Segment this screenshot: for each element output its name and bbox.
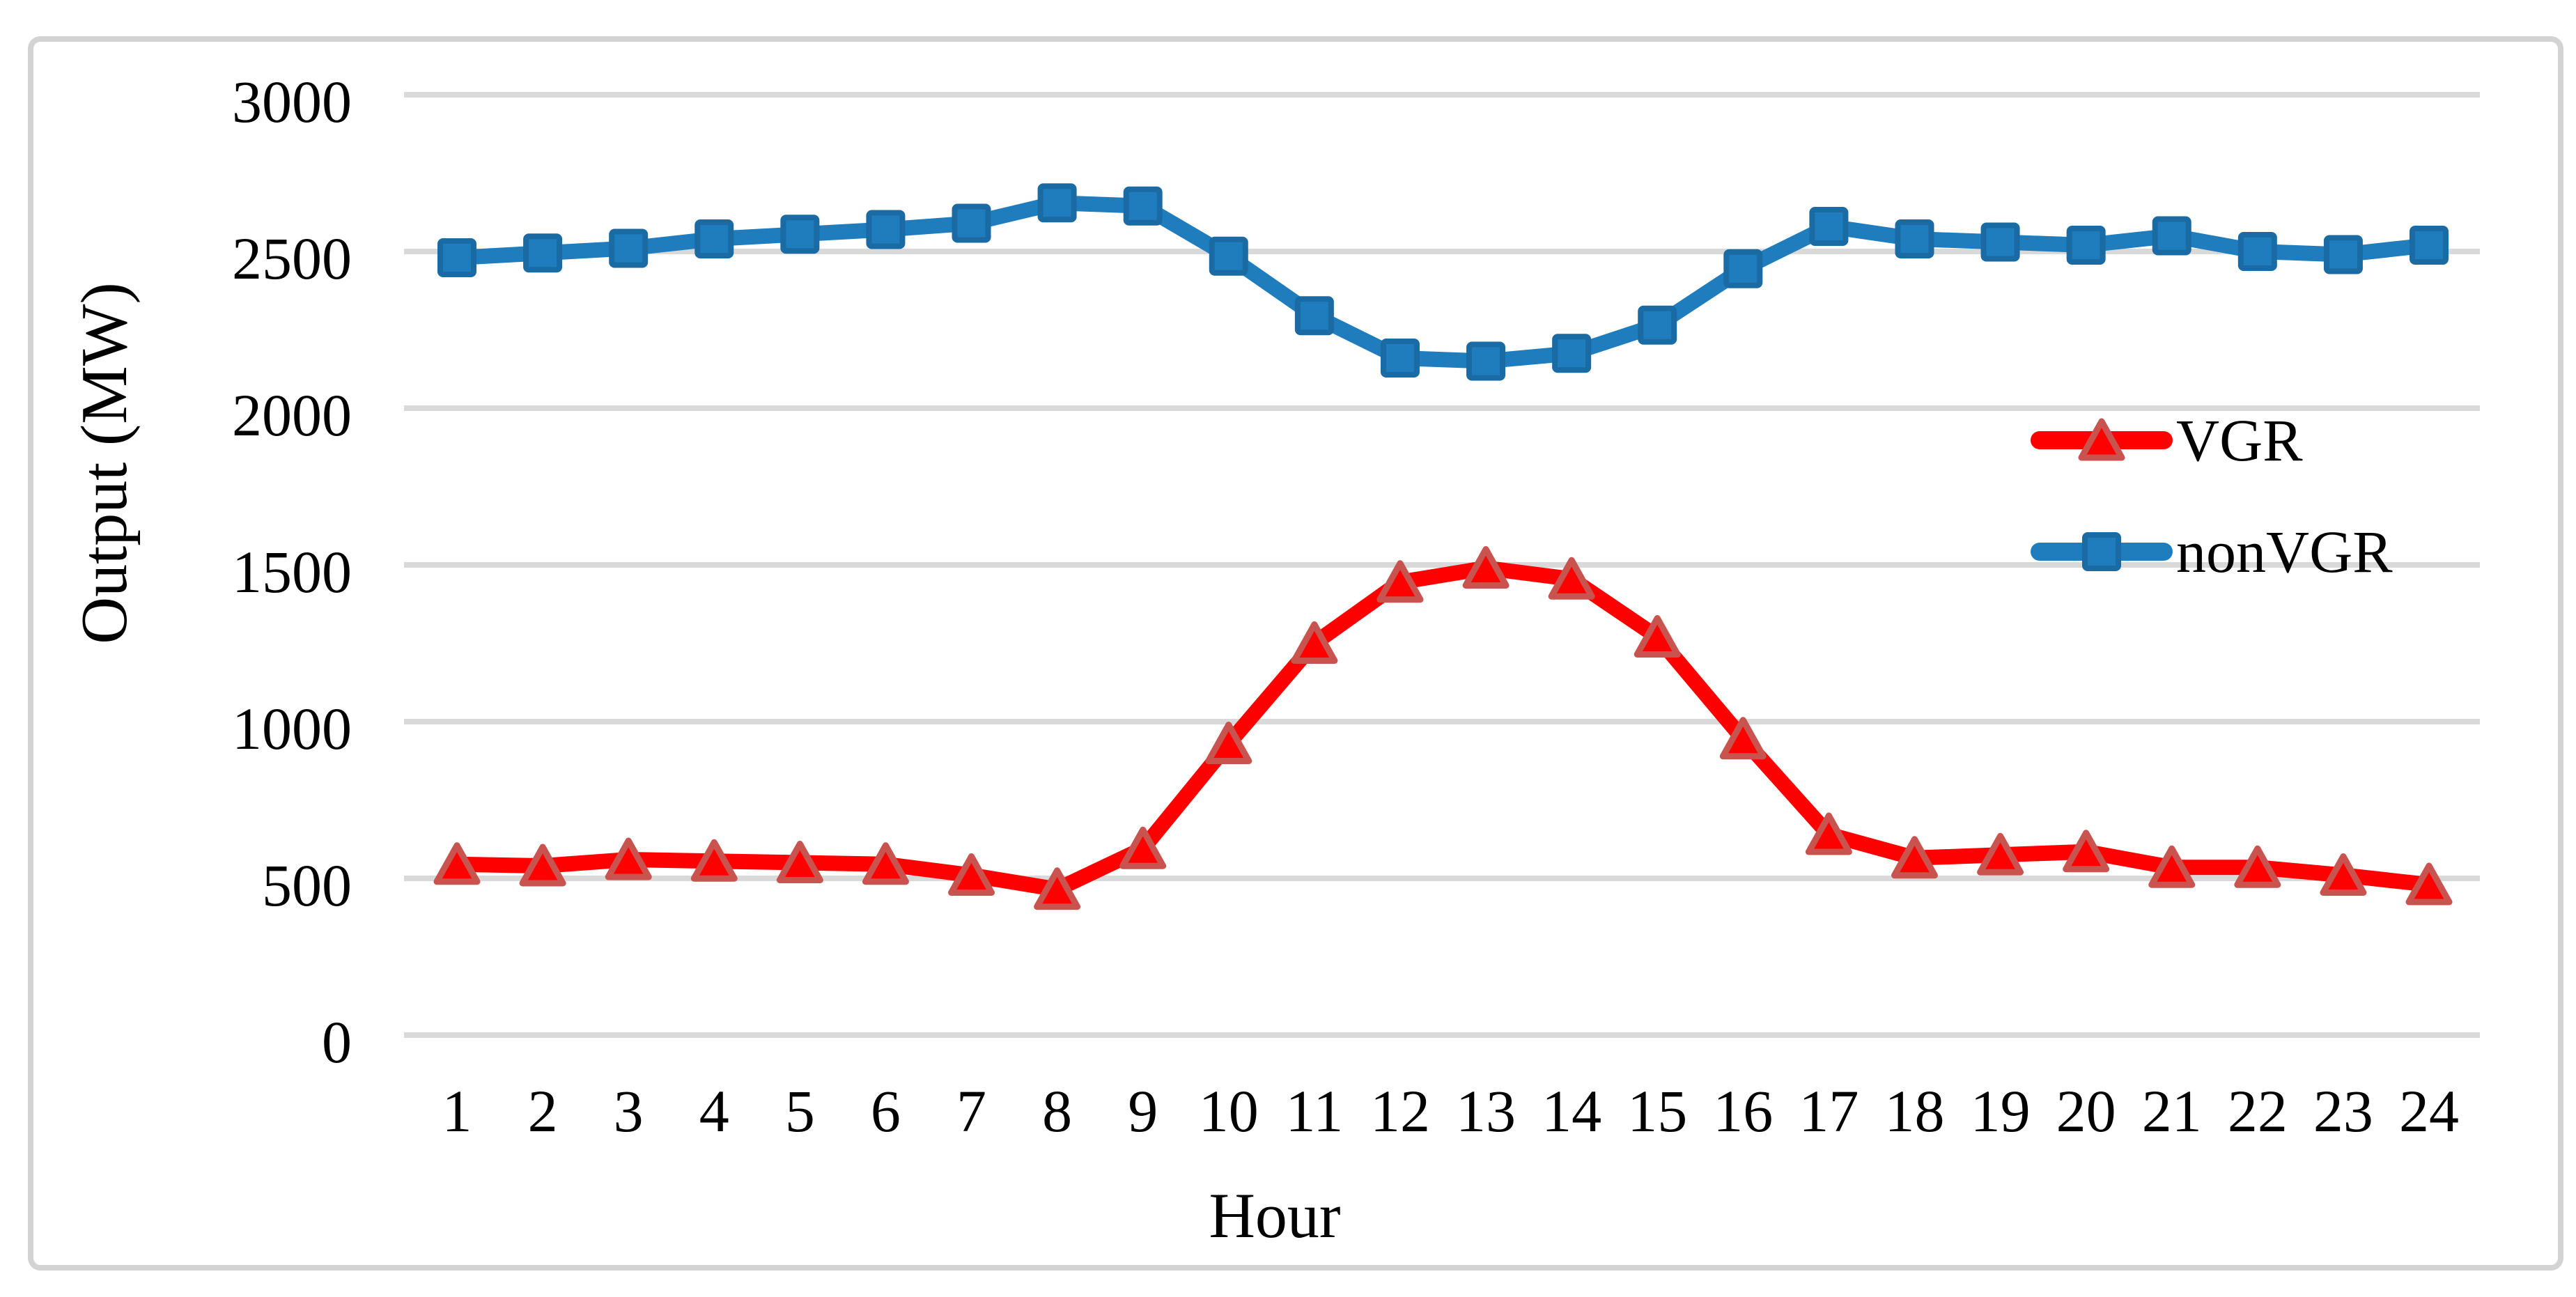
x-tick-label-18: 18 bbox=[1884, 1078, 1944, 1144]
VGR-marker-h10 bbox=[1205, 722, 1252, 764]
VGR-marker-h17 bbox=[1805, 812, 1852, 855]
y-tick-label-0: 0 bbox=[322, 1009, 352, 1075]
legend: VGR nonVGR bbox=[2031, 407, 2393, 585]
nonVGR-marker-h2 bbox=[523, 233, 563, 273]
nonVGR-marker-h10 bbox=[1209, 236, 1248, 276]
nonVGR-marker-h13 bbox=[1466, 341, 1506, 381]
data-series bbox=[433, 183, 2453, 910]
VGR-marker-h19 bbox=[1977, 832, 2024, 876]
VGR-marker-h22 bbox=[2234, 845, 2281, 888]
nonVGR-marker-h4 bbox=[695, 219, 734, 258]
legend-item-nonVGR bbox=[2031, 532, 2173, 571]
x-tick-label-11: 11 bbox=[1285, 1078, 1343, 1144]
legend-label-vgr: VGR bbox=[2176, 407, 2303, 474]
VGR-marker-h1 bbox=[433, 842, 481, 885]
x-tick-label-13: 13 bbox=[1456, 1078, 1516, 1144]
series-line-VGR bbox=[449, 560, 2437, 897]
nonVGR-marker-h7 bbox=[952, 203, 991, 243]
nonVGR-marker-h15 bbox=[1638, 305, 1677, 345]
y-axis-title: Output (MW) bbox=[68, 282, 141, 644]
VGR-marker-h16 bbox=[1719, 717, 1767, 760]
nonVGR-marker-h11 bbox=[1294, 296, 1334, 336]
x-tick-label-12: 12 bbox=[1370, 1078, 1430, 1144]
nonVGR-marker-h23 bbox=[2323, 235, 2363, 274]
x-tick-label-6: 6 bbox=[871, 1078, 901, 1144]
gridlines bbox=[404, 92, 2480, 1038]
VGR-marker-h3 bbox=[605, 837, 652, 880]
x-tick-label-9: 9 bbox=[1128, 1078, 1158, 1144]
nonVGR-marker-h19 bbox=[1980, 222, 2020, 262]
nonVGR-marker-h6 bbox=[866, 210, 906, 249]
VGR-marker-h20 bbox=[2063, 830, 2110, 873]
VGR-marker-h15 bbox=[1634, 615, 1681, 658]
x-tick-label-5: 5 bbox=[785, 1078, 815, 1144]
x-tick-label-24: 24 bbox=[2399, 1078, 2459, 1144]
VGR-marker-h6 bbox=[862, 842, 909, 885]
series-line-nonVGR bbox=[449, 195, 2437, 369]
VGR-marker-h8 bbox=[1034, 867, 1081, 910]
x-tick-label-4: 4 bbox=[699, 1078, 729, 1144]
VGR-marker-h2 bbox=[519, 844, 566, 887]
nonVGR-marker-h20 bbox=[2066, 226, 2106, 265]
x-tick-label-7: 7 bbox=[956, 1078, 986, 1144]
figure-border bbox=[28, 36, 2563, 1271]
x-tick-label-10: 10 bbox=[1199, 1078, 1259, 1144]
y-tick-label-500: 500 bbox=[262, 852, 352, 919]
legend-marker-nonVGR bbox=[2082, 532, 2121, 571]
x-tick-label-19: 19 bbox=[1971, 1078, 2031, 1144]
x-tick-label-1: 1 bbox=[442, 1078, 472, 1144]
legend-marker-VGR bbox=[2078, 418, 2125, 461]
y-axis-tick-labels: 0 500 1000 1500 2000 2500 3000 bbox=[232, 68, 352, 1075]
nonVGR-marker-h5 bbox=[780, 215, 820, 254]
legend-label-nonvgr: nonVGR bbox=[2176, 518, 2393, 585]
nonVGR-marker-h9 bbox=[1123, 186, 1163, 226]
nonVGR-marker-h12 bbox=[1380, 339, 1420, 378]
series-VGR bbox=[433, 546, 2453, 910]
x-tick-label-22: 22 bbox=[2228, 1078, 2288, 1144]
legend-item-VGR bbox=[2031, 418, 2173, 461]
y-tick-label-1000: 1000 bbox=[232, 695, 352, 762]
VGR-marker-h23 bbox=[2320, 853, 2367, 896]
x-tick-label-23: 23 bbox=[2313, 1078, 2373, 1144]
nonVGR-marker-h18 bbox=[1895, 219, 1934, 258]
y-tick-label-3000: 3000 bbox=[232, 68, 352, 135]
VGR-marker-h18 bbox=[1891, 836, 1938, 879]
nonVGR-marker-h22 bbox=[2237, 232, 2277, 271]
x-axis-title: Hour bbox=[1209, 1180, 1340, 1251]
nonVGR-marker-h14 bbox=[1552, 334, 1592, 373]
x-tick-label-20: 20 bbox=[2056, 1078, 2116, 1144]
x-tick-label-14: 14 bbox=[1542, 1078, 1601, 1144]
VGR-marker-h9 bbox=[1119, 826, 1167, 869]
x-tick-label-16: 16 bbox=[1713, 1078, 1773, 1144]
nonVGR-marker-h16 bbox=[1723, 249, 1763, 288]
x-tick-label-8: 8 bbox=[1042, 1078, 1072, 1144]
nonVGR-marker-h8 bbox=[1037, 183, 1077, 223]
VGR-marker-h24 bbox=[2405, 862, 2453, 906]
nonVGR-marker-h1 bbox=[437, 238, 476, 277]
y-tick-label-2500: 2500 bbox=[232, 225, 352, 292]
series-nonVGR bbox=[437, 183, 2449, 381]
y-tick-label-2000: 2000 bbox=[232, 382, 352, 449]
y-tick-label-1500: 1500 bbox=[232, 538, 352, 605]
VGR-marker-h4 bbox=[690, 839, 738, 882]
VGR-marker-h5 bbox=[776, 841, 823, 883]
VGR-marker-h11 bbox=[1291, 621, 1338, 664]
VGR-marker-h13 bbox=[1462, 546, 1510, 589]
x-tick-label-17: 17 bbox=[1799, 1078, 1859, 1144]
x-tick-label-21: 21 bbox=[2142, 1078, 2202, 1144]
nonVGR-marker-h3 bbox=[609, 228, 649, 268]
x-axis-tick-labels: 1 2 3 4 5 6 7 8 9 10 11 12 13 14 15 16 17 18 19 20 21 22 23 24 bbox=[442, 1078, 2460, 1144]
x-tick-label-2: 2 bbox=[528, 1078, 558, 1144]
nonVGR-marker-h24 bbox=[2410, 226, 2449, 265]
VGR-marker-h12 bbox=[1376, 560, 1424, 603]
x-tick-label-3: 3 bbox=[614, 1078, 644, 1144]
x-tick-label-15: 15 bbox=[1627, 1078, 1687, 1144]
VGR-marker-h14 bbox=[1548, 557, 1595, 600]
VGR-marker-h7 bbox=[948, 853, 995, 896]
nonVGR-marker-h21 bbox=[2152, 216, 2191, 256]
VGR-marker-h21 bbox=[2148, 845, 2196, 888]
nonVGR-marker-h17 bbox=[1809, 207, 1849, 246]
